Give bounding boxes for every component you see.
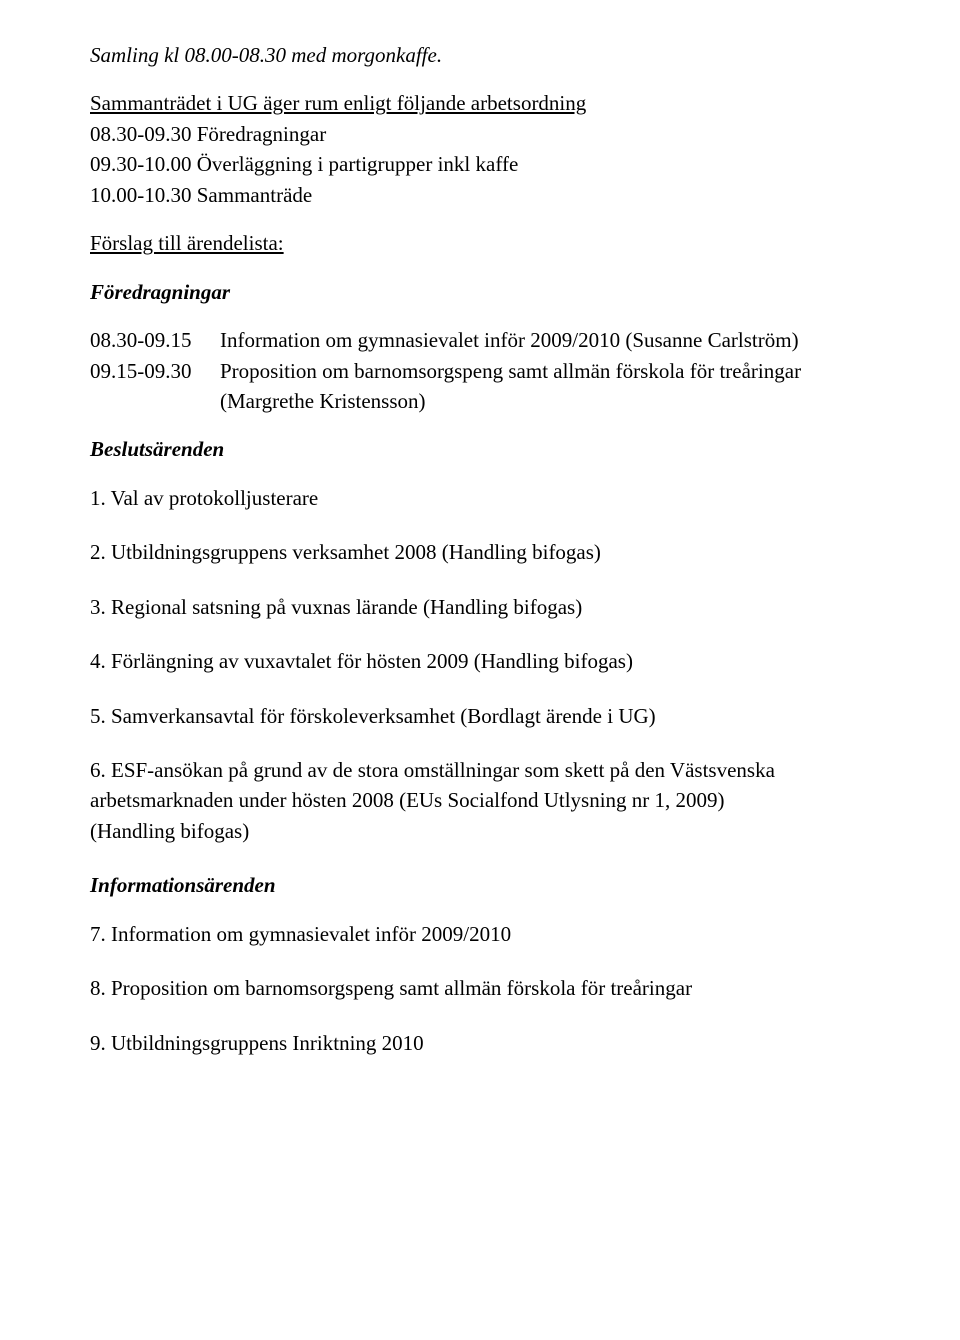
schedule-row-1: 08.30-09.30 Föredragningar [90,119,870,149]
presentation-row-2: 09.15-09.30 Proposition om barnomsorgspe… [90,356,870,417]
presentation-time: 08.30-09.15 [90,325,220,355]
presentation-text-line: Proposition om barnomsorgspeng samt allm… [220,359,801,383]
schedule-text: Överläggning i partigrupper inkl kaffe [197,152,519,176]
decision-item: 5. Samverkansavtal för förskoleverksamhe… [90,701,870,731]
order-heading: Sammanträdet i UG äger rum enligt följan… [90,88,870,118]
presentation-time: 09.15-09.30 [90,356,220,417]
decision-item: 6. ESF-ansökan på grund av de stora omst… [90,755,870,846]
presentation-text: Information om gymnasievalet inför 2009/… [220,325,870,355]
schedule-time: 10.00-10.30 [90,183,192,207]
decision-item: 1. Val av protokolljusterare [90,483,870,513]
document-page: Samling kl 08.00-08.30 med morgonkaffe. … [0,0,960,1340]
schedule-time: 09.30-10.00 [90,152,192,176]
decision-item: 3. Regional satsning på vuxnas lärande (… [90,592,870,622]
presentation-text-line: (Margrethe Kristensson) [220,389,425,413]
schedule-text: Föredragningar [197,122,326,146]
schedule-row-2: 09.30-10.00 Överläggning i partigrupper … [90,149,870,179]
schedule-time: 08.30-09.30 [90,122,192,146]
gathering-line: Samling kl 08.00-08.30 med morgonkaffe. [90,40,870,70]
presentation-row-1: 08.30-09.15 Information om gymnasievalet… [90,325,870,355]
proposal-heading: Förslag till ärendelista: [90,228,870,258]
decision-item-line: (Handling bifogas) [90,819,249,843]
schedule-text: Sammanträde [197,183,312,207]
info-heading: Informationsärenden [90,870,870,900]
info-item: 9. Utbildningsgruppens Inriktning 2010 [90,1028,870,1058]
decisions-heading: Beslutsärenden [90,434,870,464]
info-item: 8. Proposition om barnomsorgspeng samt a… [90,973,870,1003]
schedule-row-3: 10.00-10.30 Sammanträde [90,180,870,210]
decision-item-line: arbetsmarknaden under hösten 2008 (EUs S… [90,788,725,812]
decision-item: 4. Förlängning av vuxavtalet för hösten … [90,646,870,676]
info-item: 7. Information om gymnasievalet inför 20… [90,919,870,949]
presentations-heading: Föredragningar [90,277,870,307]
presentation-text: Proposition om barnomsorgspeng samt allm… [220,356,870,417]
decision-item-line: 6. ESF-ansökan på grund av de stora omst… [90,758,775,782]
decision-item: 2. Utbildningsgruppens verksamhet 2008 (… [90,537,870,567]
